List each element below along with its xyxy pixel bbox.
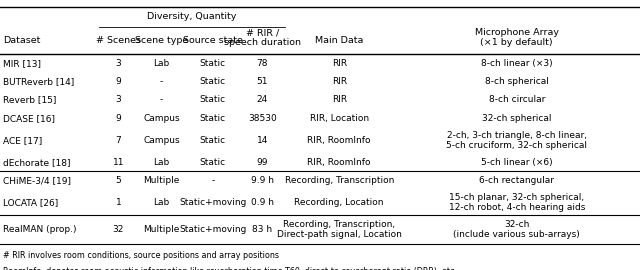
Text: # RIR /
speech duration: # RIR / speech duration [224, 28, 301, 48]
Text: Source state: Source state [183, 36, 243, 45]
Text: 32-ch spherical: 32-ch spherical [482, 114, 552, 123]
Text: 9.9 h: 9.9 h [251, 176, 274, 185]
Text: 9: 9 [116, 77, 121, 86]
Text: Lab: Lab [154, 158, 170, 167]
Text: # Scenes: # Scenes [96, 36, 141, 45]
Text: # RIR involves room conditions, source positions and array positions: # RIR involves room conditions, source p… [3, 251, 279, 259]
Text: Multiple: Multiple [143, 176, 180, 185]
Text: Diversity, Quantity: Diversity, Quantity [147, 12, 237, 21]
Text: 83 h: 83 h [252, 225, 273, 234]
Text: 9: 9 [116, 114, 121, 123]
Text: 3: 3 [116, 95, 121, 104]
Text: Lab: Lab [154, 59, 170, 68]
Text: 15-ch planar, 32-ch spherical,
12-ch robot, 4-ch hearing aids: 15-ch planar, 32-ch spherical, 12-ch rob… [449, 193, 585, 212]
Text: Campus: Campus [143, 136, 180, 145]
Text: -: - [160, 77, 163, 86]
Text: Lab: Lab [154, 198, 170, 207]
Text: Static: Static [200, 77, 226, 86]
Text: BUTReverb [14]: BUTReverb [14] [3, 77, 74, 86]
Text: RoomInfo. denotes room acoustic information like reverberation time T60, direct-: RoomInfo. denotes room acoustic informat… [3, 267, 457, 270]
Text: 5: 5 [116, 176, 121, 185]
Text: Static: Static [200, 95, 226, 104]
Text: Static: Static [200, 114, 226, 123]
Text: Reverb [15]: Reverb [15] [3, 95, 56, 104]
Text: Scene type: Scene type [135, 36, 188, 45]
Text: Static: Static [200, 136, 226, 145]
Text: 6-ch rectangular: 6-ch rectangular [479, 176, 554, 185]
Text: MIR [13]: MIR [13] [3, 59, 41, 68]
Text: 3: 3 [116, 59, 121, 68]
Text: 32-ch
(include various sub-arrays): 32-ch (include various sub-arrays) [453, 220, 580, 239]
Text: 5-ch linear (×6): 5-ch linear (×6) [481, 158, 552, 167]
Text: Recording, Transcription: Recording, Transcription [285, 176, 394, 185]
Text: 51: 51 [257, 77, 268, 86]
Text: Recording, Transcription,
Direct-path signal, Location: Recording, Transcription, Direct-path si… [276, 220, 402, 239]
Text: Main Data: Main Data [315, 36, 364, 45]
Text: 38530: 38530 [248, 114, 276, 123]
Text: RealMAN (prop.): RealMAN (prop.) [3, 225, 77, 234]
Text: dEchorate [18]: dEchorate [18] [3, 158, 70, 167]
Text: DCASE [16]: DCASE [16] [3, 114, 55, 123]
Text: 14: 14 [257, 136, 268, 145]
Text: 0.9 h: 0.9 h [251, 198, 274, 207]
Text: 99: 99 [257, 158, 268, 167]
Text: Recording, Location: Recording, Location [294, 198, 384, 207]
Text: -: - [211, 176, 214, 185]
Text: RIR, RoomInfo: RIR, RoomInfo [307, 158, 371, 167]
Text: RIR: RIR [332, 77, 347, 86]
Text: RIR: RIR [332, 95, 347, 104]
Text: 8-ch circular: 8-ch circular [488, 95, 545, 104]
Text: 32: 32 [113, 225, 124, 234]
Text: RIR: RIR [332, 59, 347, 68]
Text: 8-ch spherical: 8-ch spherical [485, 77, 548, 86]
Text: RIR, RoomInfo: RIR, RoomInfo [307, 136, 371, 145]
Text: 24: 24 [257, 95, 268, 104]
Text: 1: 1 [116, 198, 121, 207]
Text: Static: Static [200, 59, 226, 68]
Text: 2-ch, 3-ch triangle, 8-ch linear,
5-ch cruciform, 32-ch spherical: 2-ch, 3-ch triangle, 8-ch linear, 5-ch c… [446, 131, 588, 150]
Text: ACE [17]: ACE [17] [3, 136, 42, 145]
Text: RIR, Location: RIR, Location [310, 114, 369, 123]
Text: 11: 11 [113, 158, 124, 167]
Text: Microphone Array
(×1 by default): Microphone Array (×1 by default) [475, 28, 559, 48]
Text: Campus: Campus [143, 114, 180, 123]
Text: -: - [160, 95, 163, 104]
Text: Static+moving: Static+moving [179, 198, 246, 207]
Text: Static+moving: Static+moving [179, 225, 246, 234]
Text: Multiple: Multiple [143, 225, 180, 234]
Text: Static: Static [200, 158, 226, 167]
Text: Dataset: Dataset [3, 36, 40, 45]
Text: CHiME-3/4 [19]: CHiME-3/4 [19] [3, 176, 71, 185]
Text: 7: 7 [116, 136, 121, 145]
Text: 78: 78 [257, 59, 268, 68]
Text: 8-ch linear (×3): 8-ch linear (×3) [481, 59, 552, 68]
Text: LOCATA [26]: LOCATA [26] [3, 198, 58, 207]
